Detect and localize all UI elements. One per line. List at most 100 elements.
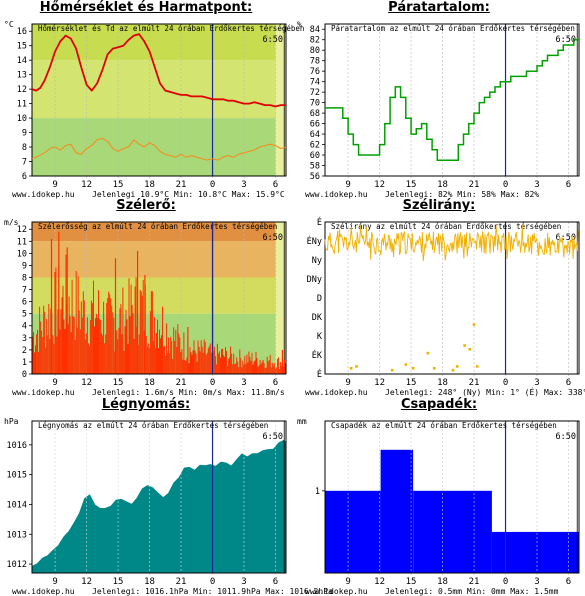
wind-speed-bar — [210, 352, 212, 374]
wind-speed-bar — [277, 357, 279, 374]
temperature-line — [31, 33, 286, 108]
wind-speed-bar — [148, 348, 150, 374]
wind-speed-bar — [86, 317, 88, 374]
wind-speed-bar — [206, 352, 208, 374]
wind-speed-bar — [60, 309, 62, 374]
wind-gust-bar — [50, 238, 53, 374]
y-tick-label: 1014 — [7, 500, 27, 510]
wind-speed-bar — [113, 317, 115, 374]
wind-speed-bar — [74, 339, 76, 374]
wind-speed-bar — [124, 326, 126, 374]
x-tick-label: 0 — [210, 180, 215, 190]
wind-speed-bar — [269, 354, 271, 374]
x-tick-label: 0 — [503, 180, 508, 190]
y-tick-label: 12 — [17, 85, 27, 95]
y-tick-label: DK — [312, 313, 323, 323]
wind-speed-bar — [176, 347, 178, 374]
wind-direction-point — [411, 367, 415, 370]
footer-stats: Jelenlegi 10.9°C Min: 10.8°C Max: 15.9°C — [92, 190, 285, 199]
y-tick-label: 8 — [22, 273, 27, 283]
wind-speed-bar — [45, 347, 47, 374]
wind-speed-bar — [107, 298, 109, 374]
y-tick-label: 11 — [17, 100, 27, 110]
plot-frame — [31, 23, 287, 177]
panel-title: Szélirány: — [402, 198, 476, 213]
wind-speed-bar — [95, 318, 96, 374]
wind-speed-bar — [244, 356, 246, 374]
wind-speed-bar — [202, 352, 204, 374]
wind-direction-point — [472, 323, 476, 326]
wind-speed-bar — [75, 271, 77, 374]
precipitation-bar — [380, 449, 414, 573]
background-band — [32, 222, 286, 242]
x-tick-label: 6 — [566, 378, 571, 388]
wind-speed-bar — [129, 316, 131, 374]
y-tick-label: 1 — [22, 358, 27, 368]
wind-speed-bar — [72, 316, 74, 374]
wind-speed-bar — [241, 367, 243, 374]
wind-speed-bar — [163, 346, 165, 374]
y-tick-label: 5 — [22, 310, 27, 320]
y-tick-label: 1 — [315, 487, 320, 497]
x-tick-label: 18 — [437, 378, 448, 388]
wind-speed-bar — [215, 364, 217, 374]
wind-speed-bar — [220, 357, 221, 374]
background-band — [32, 24, 286, 61]
wind-speed-bar — [276, 358, 278, 374]
wind-speed-bar — [166, 323, 168, 374]
wind-speed-bar — [207, 347, 209, 374]
wind-speed-bar — [111, 305, 113, 374]
panel-title: Páratartalom: — [388, 0, 490, 15]
wind-speed-bar — [268, 360, 270, 374]
wind-speed-bar — [190, 352, 192, 374]
wind-gust-bar — [187, 327, 189, 374]
x-tick-label: 18 — [144, 577, 155, 587]
wind-speed-bar — [156, 333, 157, 374]
wind-speed-bar — [34, 352, 35, 374]
wind-speed-bar — [258, 365, 260, 374]
x-tick-label: 18 — [437, 577, 448, 587]
panel-title: Légnyomás: — [101, 397, 191, 412]
wind-speed-bar — [97, 318, 98, 374]
x-tick-label: 15 — [113, 180, 124, 190]
pressure-area — [31, 439, 287, 574]
chart-subtitle: Csapadék az elmúlt 24 órában Erdőkertes … — [331, 421, 557, 430]
wind-speed-bar — [227, 365, 229, 374]
wind-speed-bar — [243, 364, 245, 374]
wind-speed-bar — [262, 359, 264, 374]
wind-speed-bar — [253, 361, 255, 374]
wind-gust-bar — [114, 258, 117, 374]
wind-speed-bar — [80, 301, 82, 374]
x-tick-label: 0 — [210, 577, 215, 587]
y-tick-label: É — [317, 216, 322, 228]
wind-speed-bar — [151, 291, 153, 374]
wind-speed-bar — [233, 353, 235, 374]
current-hour-strip — [275, 24, 286, 176]
chart-subtitle: Légnyomás az elmúlt 24 órában Erdőkertes… — [38, 421, 268, 430]
wind-speed-bar — [157, 319, 158, 374]
y-unit-label: mm — [297, 417, 307, 426]
wind-speed-bar — [249, 357, 251, 374]
wind-speed-bar — [112, 312, 114, 374]
wind-speed-bar — [237, 361, 239, 374]
chart-subtitle: Szélirány az elmúlt 24 órában Erdőkertes… — [331, 222, 561, 231]
panel-title: Szélerő: — [116, 198, 176, 213]
wind-speed-bar — [82, 291, 84, 374]
plot-frame — [324, 23, 580, 177]
wind-direction-point — [426, 351, 430, 355]
wind-speed-bar — [118, 327, 120, 374]
x-tick-label: 9 — [52, 577, 57, 587]
wind-speed-bar — [284, 360, 285, 374]
wind-speed-bar — [261, 361, 263, 374]
wind-speed-bar — [50, 308, 52, 374]
wind-speed-bar — [63, 319, 65, 374]
wind-speed-bar — [142, 279, 144, 374]
wind-speed-bar — [228, 359, 230, 374]
wind-speed-bar — [100, 320, 102, 374]
wind-speed-bar — [96, 314, 97, 374]
wind-speed-bar — [84, 339, 86, 374]
wind-speed-bar — [93, 280, 94, 374]
wind-speed-bar — [161, 335, 162, 374]
wind-speed-bar — [170, 336, 172, 374]
wind-direction-point — [463, 344, 466, 347]
